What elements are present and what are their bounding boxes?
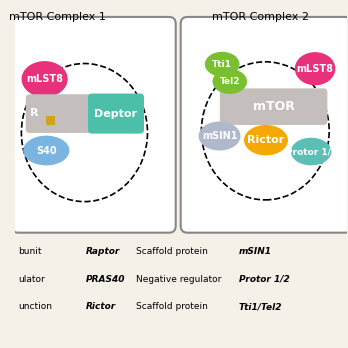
Ellipse shape: [213, 70, 246, 93]
Text: Scaffold protein: Scaffold protein: [136, 302, 208, 311]
Text: Raptor: Raptor: [86, 247, 120, 256]
Text: Deptor: Deptor: [94, 109, 137, 119]
FancyBboxPatch shape: [46, 116, 55, 125]
Text: PRAS40: PRAS40: [86, 275, 126, 284]
Text: mTOR Complex 1: mTOR Complex 1: [9, 12, 106, 22]
Text: Scaffold protein: Scaffold protein: [136, 247, 208, 256]
Text: mSIN1: mSIN1: [202, 131, 237, 141]
Ellipse shape: [245, 126, 287, 155]
Ellipse shape: [199, 122, 240, 150]
Ellipse shape: [295, 53, 335, 85]
Text: Negative regulator: Negative regulator: [136, 275, 221, 284]
Ellipse shape: [24, 136, 69, 165]
Text: bunit: bunit: [18, 247, 41, 256]
Text: R: R: [30, 108, 38, 118]
Ellipse shape: [206, 53, 239, 76]
Text: S40: S40: [36, 145, 57, 156]
Text: Protor 1/2: Protor 1/2: [239, 275, 290, 284]
FancyBboxPatch shape: [26, 94, 133, 133]
Ellipse shape: [292, 139, 331, 165]
FancyBboxPatch shape: [220, 88, 327, 125]
Text: unction: unction: [18, 302, 52, 311]
Text: Tti1/Tel2: Tti1/Tel2: [239, 302, 282, 311]
Ellipse shape: [22, 62, 67, 96]
Text: mLST8: mLST8: [26, 74, 63, 84]
Text: mLST8: mLST8: [296, 64, 334, 74]
Text: Protor 1/2: Protor 1/2: [286, 147, 337, 156]
Text: Tti1: Tti1: [212, 60, 232, 69]
Text: Rictor: Rictor: [247, 135, 285, 145]
Text: ulator: ulator: [18, 275, 45, 284]
Text: Rictor: Rictor: [86, 302, 116, 311]
Text: Tel2: Tel2: [220, 77, 240, 86]
Text: mSIN1: mSIN1: [239, 247, 272, 256]
Text: mTOR Complex 2: mTOR Complex 2: [212, 12, 309, 22]
FancyBboxPatch shape: [181, 17, 348, 233]
FancyBboxPatch shape: [11, 17, 176, 233]
Text: mTOR: mTOR: [253, 100, 294, 113]
FancyBboxPatch shape: [88, 94, 144, 134]
